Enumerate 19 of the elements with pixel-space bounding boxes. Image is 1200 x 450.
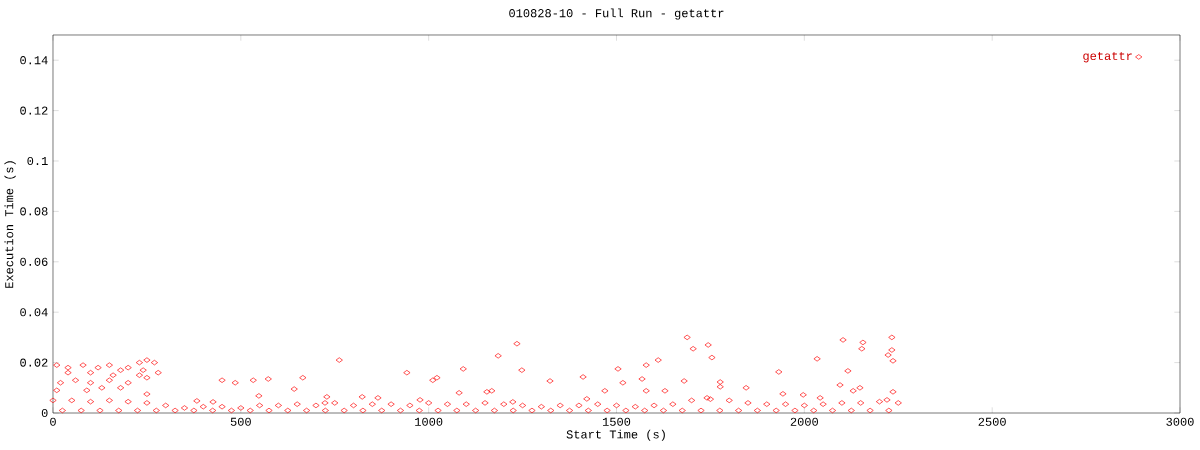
y-tick-label: 0.04 bbox=[20, 308, 48, 317]
y-tick-label: 0.08 bbox=[20, 207, 48, 216]
x-tick-label: 2500 bbox=[978, 417, 1006, 426]
x-tick-label: 0 bbox=[50, 417, 56, 426]
chart-title: 010828-10 - Full Run - getattr bbox=[509, 8, 724, 20]
y-tick-label: 0.02 bbox=[20, 358, 48, 367]
y-axis-title: Execution Time (s) bbox=[4, 161, 16, 288]
y-tick-label: 0.06 bbox=[20, 257, 48, 266]
x-tick-label: 500 bbox=[230, 417, 251, 426]
x-tick-label: 1000 bbox=[415, 417, 443, 426]
x-tick-label: 3000 bbox=[1166, 417, 1194, 426]
y-tick-label: 0.12 bbox=[20, 106, 48, 115]
x-tick-label: 2000 bbox=[790, 417, 818, 426]
y-tick-label: 0 bbox=[41, 408, 48, 418]
x-axis-title: Start Time (s) bbox=[566, 429, 665, 441]
y-tick-label: 0.1 bbox=[27, 156, 48, 166]
legend-label: getattr bbox=[1083, 51, 1132, 63]
y-tick-label: 0.14 bbox=[20, 56, 48, 65]
x-tick-label: 1500 bbox=[602, 417, 631, 426]
